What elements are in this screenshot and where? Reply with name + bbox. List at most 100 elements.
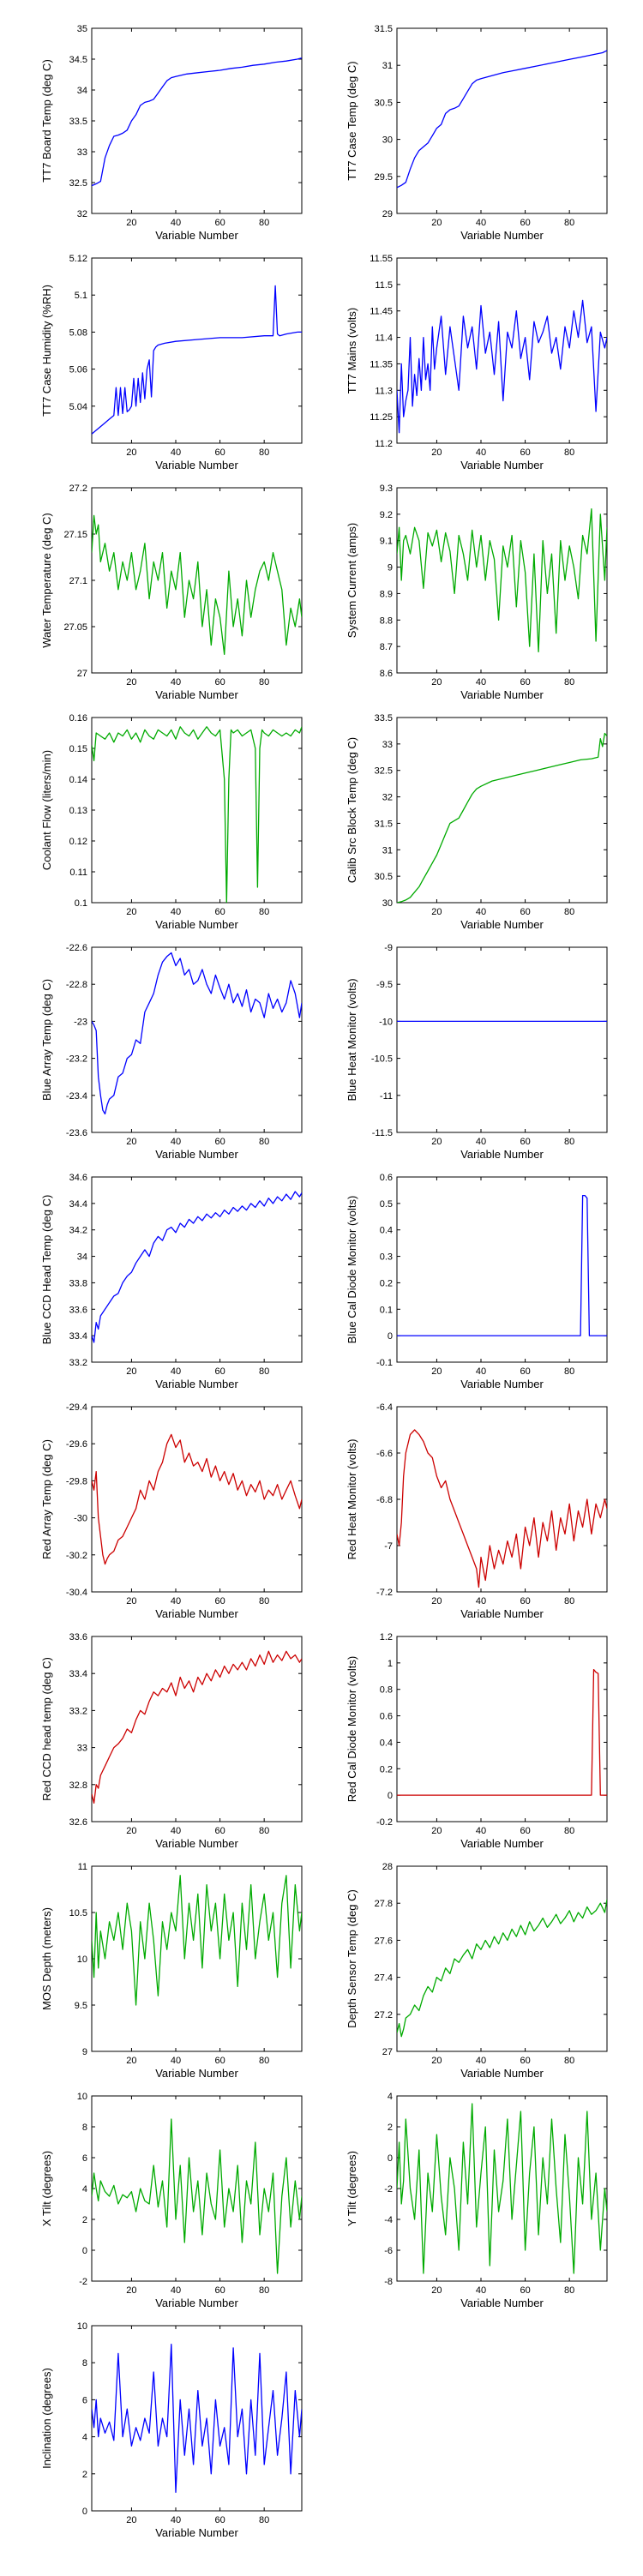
y-tick-label: 32 — [77, 209, 87, 219]
x-tick-label: 60 — [520, 1137, 530, 1147]
x-tick-label: 60 — [214, 218, 225, 228]
y-tick-label: -30.4 — [66, 1588, 87, 1598]
x-tick-label: 20 — [126, 1826, 136, 1836]
x-tick-label: 20 — [126, 1137, 136, 1147]
y-tick-label: 27.8 — [375, 1899, 393, 1909]
x-tick-label: 60 — [214, 907, 225, 917]
y-tick-label: 33.5 — [375, 713, 393, 724]
y-tick-label: -23.4 — [66, 1091, 87, 1102]
x-tick-label: 80 — [564, 1137, 574, 1147]
x-tick-label: 40 — [171, 1826, 181, 1836]
y-tick-label: -29.4 — [66, 1402, 87, 1413]
x-tick-label: 80 — [259, 218, 269, 228]
y-tick-label: 32.6 — [69, 1817, 87, 1828]
chart-panel-0: 32 32.5 33 33.5 34 34.5 35 20 40 60 80 Variable Num… — [40, 24, 303, 242]
x-tick-label: 40 — [171, 2285, 181, 2296]
chart-panel-6: 0.1 0.11 0.12 0.13 0.14 0.15 0.16 20 40 60 80 Varia… — [40, 713, 303, 931]
chart-panel-14: 32.6 32.8 33 33.2 33.4 33.6 20 40 60 80 Variable N… — [40, 1632, 303, 1850]
y-tick-label: 32.8 — [69, 1780, 87, 1791]
y-tick-label: 34.6 — [69, 1173, 87, 1183]
y-tick-label: 0.4 — [380, 1226, 393, 1236]
y-tick-label: 5.12 — [69, 254, 87, 264]
plot-frame — [396, 487, 608, 674]
chart-panel-16: 9 9.5 10 10.5 11 20 40 60 80 Variable Number MOS D… — [40, 1862, 303, 2080]
y-axis-label: Blue Cal Diode Monitor (volts) — [346, 1196, 358, 1344]
series-line — [397, 508, 607, 652]
plot-frame — [91, 1636, 303, 1822]
x-axis-label: Variable Number — [460, 1837, 544, 1850]
y-tick-label: 32.5 — [375, 766, 393, 777]
y-tick-label: -6 — [384, 2246, 393, 2256]
x-tick-label: 60 — [520, 218, 530, 228]
y-tick-label: 8.7 — [380, 642, 393, 652]
x-tick-label: 40 — [171, 2515, 181, 2525]
y-tick-label: -30.2 — [66, 1551, 87, 1561]
plot-frame — [91, 1865, 303, 2052]
plot-frame — [396, 1865, 608, 2052]
x-tick-label: 20 — [431, 1137, 442, 1147]
y-tick-label: 0.5 — [380, 1199, 393, 1210]
y-tick-label: 9.2 — [380, 510, 393, 520]
chart-panel-9: -11.5 -11 -10.5 -10 -9.5 -9 20 40 60 80 Variable N… — [346, 943, 608, 1161]
x-tick-label: 40 — [476, 907, 486, 917]
x-axis-label: Variable Number — [155, 1148, 238, 1161]
y-tick-label: -22.8 — [66, 980, 87, 990]
y-tick-label: 1 — [388, 1659, 393, 1669]
x-tick-label: 80 — [564, 2056, 574, 2066]
y-tick-label: 30.5 — [375, 872, 393, 882]
x-tick-label: 40 — [476, 447, 486, 458]
y-axis-label: Y Tilt (degrees) — [346, 2151, 358, 2226]
plot-frame — [396, 946, 608, 1133]
y-tick-label: 27.15 — [63, 530, 87, 540]
y-tick-label: 8.9 — [380, 589, 393, 599]
y-tick-label: -6.4 — [376, 1402, 393, 1413]
x-axis-label: Variable Number — [155, 459, 238, 471]
plot-frame — [91, 1176, 303, 1363]
series-line — [92, 2343, 302, 2494]
x-tick-label: 60 — [520, 677, 530, 688]
y-tick-label: 11.55 — [370, 254, 393, 264]
y-tick-label: 0.4 — [380, 1738, 393, 1748]
y-tick-label: 27.05 — [63, 622, 87, 633]
y-tick-label: 33.4 — [69, 1669, 87, 1679]
y-axis-label: TT7 Case Humidity (%RH) — [40, 285, 53, 417]
x-axis-label: Variable Number — [155, 918, 238, 931]
y-tick-label: 5.04 — [69, 402, 87, 412]
y-tick-label: 31 — [382, 845, 393, 856]
chart-panel-19: -8 -6 -4 -2 0 2 4 20 40 60 80 Variable Number Y Tilt… — [346, 2092, 608, 2309]
y-tick-label: 0 — [82, 2507, 87, 2517]
y-tick-label: 9.5 — [75, 2001, 87, 2011]
plot-frame — [396, 1636, 608, 1822]
y-tick-label: 33.6 — [69, 1632, 87, 1642]
x-tick-label: 40 — [476, 1596, 486, 1606]
x-tick-label: 80 — [564, 2285, 574, 2296]
x-axis-label: Variable Number — [460, 229, 544, 242]
y-tick-label: 31.5 — [375, 24, 393, 34]
y-tick-label: 9.1 — [380, 537, 393, 547]
y-tick-label: 32 — [382, 793, 393, 803]
x-tick-label: 20 — [126, 2515, 136, 2525]
x-tick-label: 80 — [564, 1596, 574, 1606]
x-tick-label: 60 — [214, 1596, 225, 1606]
series-line — [397, 50, 607, 189]
y-axis-label: Red Heat Monitor (volts) — [346, 1439, 358, 1560]
y-tick-label: 1.2 — [380, 1632, 393, 1642]
x-tick-label: 60 — [214, 677, 225, 688]
series-line — [92, 1875, 302, 2006]
x-tick-label: 80 — [259, 1366, 269, 1377]
chart-panel-17: 27 27.2 27.4 27.6 27.8 28 20 40 60 80 Variable Num… — [346, 1862, 608, 2080]
x-tick-label: 20 — [431, 1596, 442, 1606]
series-line — [92, 726, 302, 903]
y-tick-label: 2 — [388, 2123, 393, 2133]
x-tick-label: 60 — [520, 1366, 530, 1377]
y-tick-label: 0.15 — [69, 744, 87, 754]
x-tick-label: 20 — [431, 1366, 442, 1377]
x-tick-label: 60 — [214, 1366, 225, 1377]
x-tick-label: 20 — [431, 218, 442, 228]
x-tick-label: 20 — [431, 677, 442, 688]
y-tick-label: -6.8 — [376, 1495, 393, 1505]
y-tick-label: 11.45 — [370, 307, 393, 317]
y-axis-label: Blue CCD Head Temp (deg C) — [40, 1195, 53, 1345]
x-tick-label: 40 — [476, 677, 486, 688]
